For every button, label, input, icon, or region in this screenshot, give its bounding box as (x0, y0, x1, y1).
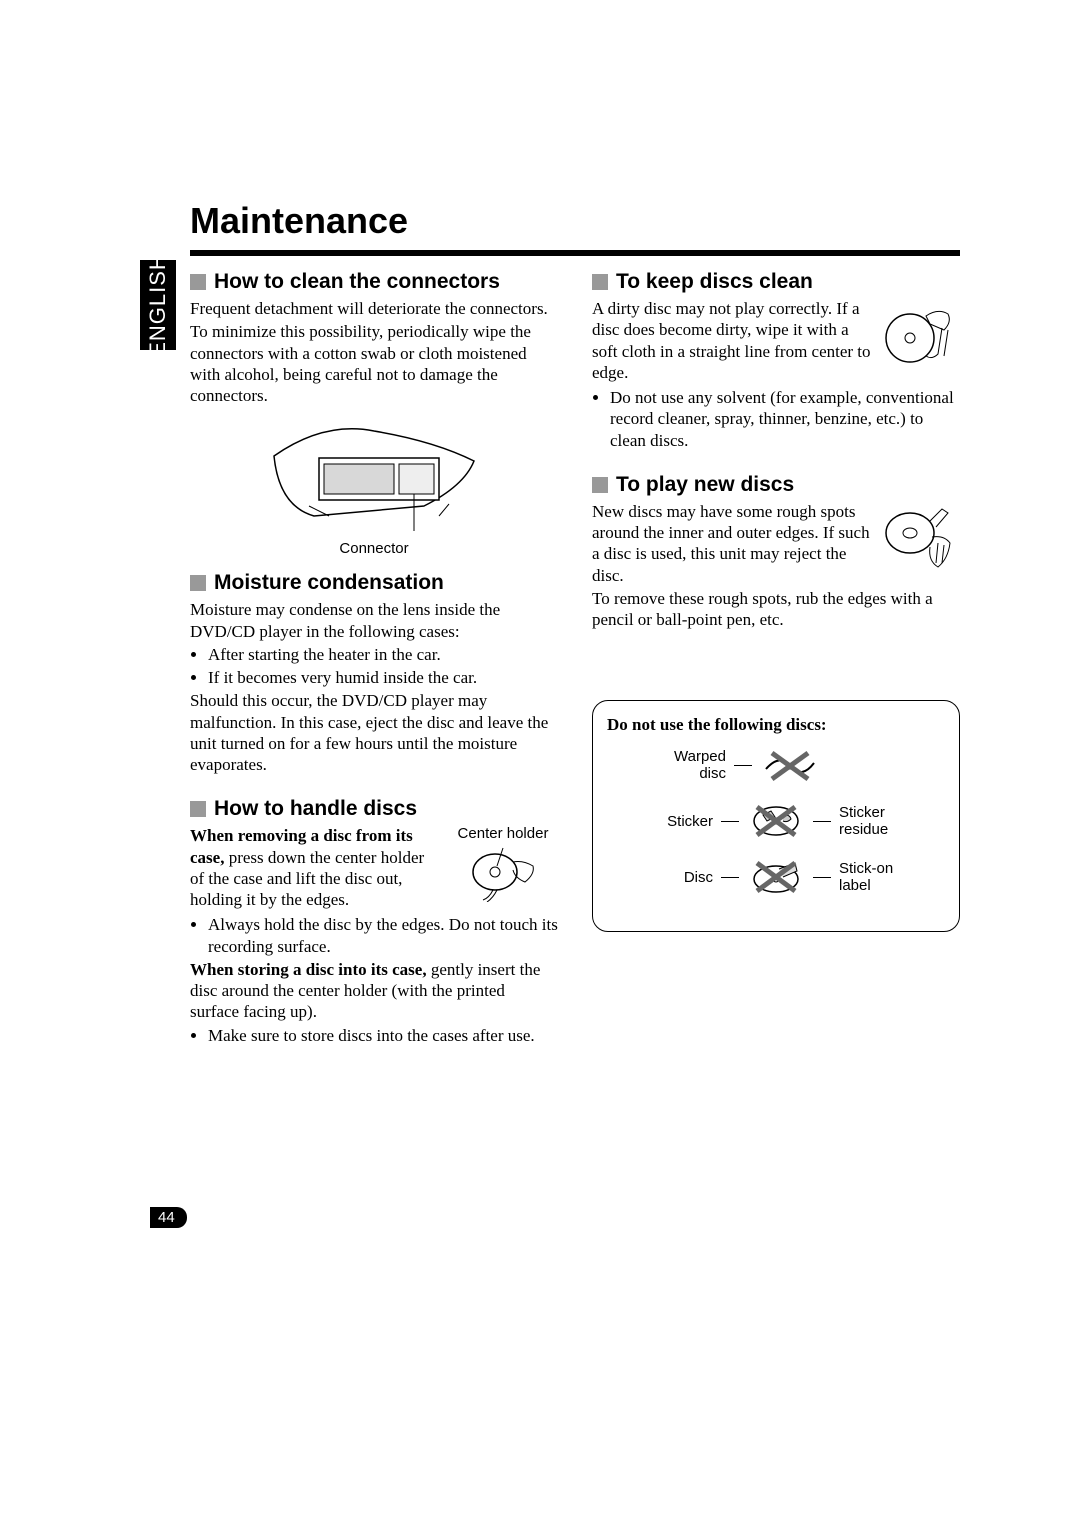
keep-clean-row: A dirty disc may not play correctly. If … (592, 298, 960, 385)
stick-on-label-text: Stick-on label (839, 860, 917, 894)
language-tab-text: ENGLISH (145, 253, 171, 357)
new-discs-row: New discs may have some rough spots arou… (592, 501, 960, 588)
center-holder-label: Center holder (448, 825, 558, 842)
para: Should this occur, the DVD/CD player may… (190, 690, 558, 775)
bullet: If it becomes very humid inside the car. (208, 667, 558, 688)
sticker-label: Sticker (635, 813, 713, 830)
leader-line (721, 877, 739, 878)
bullet-list: Do not use any solvent (for example, con… (592, 387, 960, 451)
para: When storing a disc into its case, gentl… (190, 959, 558, 1023)
heading-text: Moisture condensation (214, 571, 444, 595)
para: Moisture may condense on the lens inside… (190, 599, 558, 642)
sticker-residue-label: Sticker residue (839, 804, 917, 838)
language-tab: ENGLISH (140, 260, 176, 350)
leader-line (813, 877, 831, 878)
bullet-list: After starting the heater in the car. If… (190, 644, 558, 689)
heading-keep-clean: To keep discs clean (592, 270, 960, 294)
heading-text: To play new discs (616, 473, 794, 497)
bullet-list: Make sure to store discs into the cases … (190, 1025, 558, 1046)
bullet: Always hold the disc by the edges. Do no… (208, 914, 558, 957)
left-column: How to clean the connectors Frequent det… (190, 270, 558, 1048)
sticker-disc-icon (747, 801, 805, 841)
disc-label: Disc (635, 869, 713, 886)
para: To remove these rough spots, rub the edg… (592, 588, 960, 631)
disc-removal-icon (463, 842, 543, 902)
page-title: Maintenance (140, 200, 960, 242)
warped-label: Warped disc (648, 748, 726, 782)
connector-figure (264, 416, 484, 536)
heading-text: How to handle discs (214, 797, 417, 821)
lead-bold: When storing a disc into its case, (190, 960, 427, 979)
stick-on-label-icon (747, 857, 805, 897)
para: When removing a disc from its case, pres… (190, 825, 440, 910)
rub-edges-icon (882, 501, 958, 581)
bullet-list: Always hold the disc by the edges. Do no… (190, 914, 558, 957)
manual-page: Maintenance ENGLISH How to clean the con… (0, 0, 1080, 1528)
handle-row: When removing a disc from its case, pres… (190, 825, 558, 912)
heading-moisture: Moisture condensation (190, 571, 558, 595)
wipe-disc-icon (882, 298, 958, 370)
stick-on-row: Disc Stick-on label (607, 857, 945, 897)
content-columns: How to clean the connectors Frequent det… (140, 270, 960, 1048)
leader-line (734, 765, 752, 766)
sticker-row: Sticker Sticker residue (607, 801, 945, 841)
bullet: After starting the heater in the car. (208, 644, 558, 665)
heading-text: To keep discs clean (616, 270, 813, 294)
heading-text: How to clean the connectors (214, 270, 500, 294)
do-not-use-box: Do not use the following discs: Warped d… (592, 700, 960, 932)
para: New discs may have some rough spots arou… (592, 501, 874, 586)
page-number: 44 (150, 1207, 187, 1228)
heading-clean-connectors: How to clean the connectors (190, 270, 558, 294)
connector-caption: Connector (190, 540, 558, 557)
para: To minimize this possibility, periodical… (190, 321, 558, 406)
bullet: Make sure to store discs into the cases … (208, 1025, 558, 1046)
title-rule (190, 250, 960, 256)
leader-line (721, 821, 739, 822)
leader-line (813, 821, 831, 822)
bullet: Do not use any solvent (for example, con… (610, 387, 960, 451)
heading-new-discs: To play new discs (592, 473, 960, 497)
lead-rest: press down the center holder of the case… (190, 848, 424, 910)
right-column: To keep discs clean A dirty disc may not… (592, 270, 960, 1048)
heading-handle-discs: How to handle discs (190, 797, 558, 821)
warped-disc-row: Warped disc (607, 745, 945, 785)
warped-disc-icon (760, 745, 818, 785)
para: Frequent detachment will deteriorate the… (190, 298, 558, 319)
do-not-use-title: Do not use the following discs: (607, 715, 945, 735)
para: A dirty disc may not play correctly. If … (592, 298, 874, 383)
